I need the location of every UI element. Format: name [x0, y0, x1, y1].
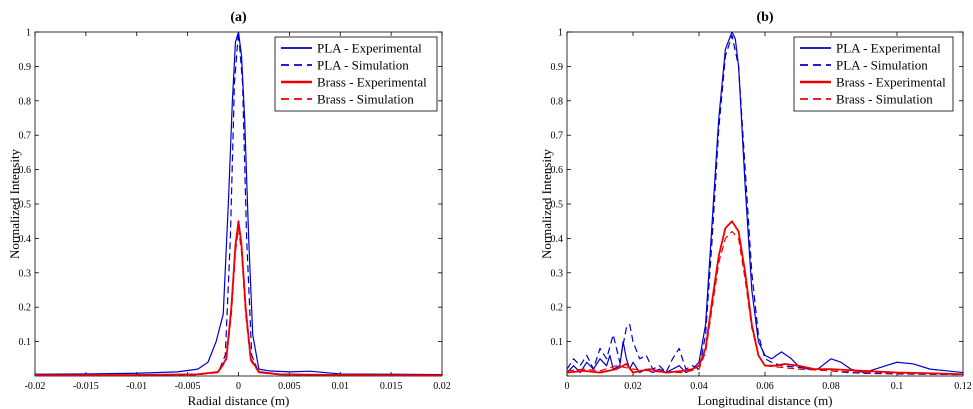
chart-title: (a): [230, 10, 247, 25]
y-tick-label: 0.1: [19, 337, 32, 348]
axis-ticks: -0.02 -0.015 -0.01 -0.005 0 0.005 0.01 0.015 0.0…: [19, 28, 451, 393]
series-lines: [566, 31, 964, 376]
y-axis-label: Normalized Intensity: [539, 148, 554, 259]
x-tick-label: 0.01: [332, 381, 350, 392]
x-tick-label: 0.1: [891, 381, 904, 392]
x-tick-label: 0: [565, 381, 570, 392]
panel-b: 0 0.02 0.04 0.06 0.08 0.1 0.12 0.1 0.2 0.3 0.4 0.5 0…: [539, 10, 972, 408]
x-tick-label: -0.02: [25, 381, 46, 392]
y-tick-label: 0.4: [551, 234, 564, 245]
y-tick-label: 0.8: [551, 96, 564, 107]
series-line-1: [34, 31, 443, 376]
y-tick-label: 0.2: [551, 303, 564, 314]
x-tick-label: 0.02: [624, 381, 642, 392]
legend-label: PLA - Experimental: [836, 41, 941, 56]
y-tick-label: 1: [558, 28, 563, 39]
x-tick-label: -0.005: [175, 381, 201, 392]
chart-title: (b): [756, 10, 773, 25]
y-tick-label: 1: [26, 28, 31, 39]
y-axis-label: Normalized Intensity: [7, 148, 22, 259]
panel-a: -0.02 -0.015 -0.01 -0.005 0 0.005 0.01 0.015 0.0…: [7, 10, 451, 408]
x-tick-label: 0.06: [756, 381, 774, 392]
x-tick-label: -0.01: [126, 381, 147, 392]
axis-ticks: 0 0.02 0.04 0.06 0.08 0.1 0.12 0.1 0.2 0.3 0.4 0.5 0…: [551, 28, 972, 393]
x-tick-label: 0.005: [278, 381, 301, 392]
x-tick-label: 0.02: [433, 381, 451, 392]
series-line-4: [566, 230, 964, 375]
x-tick-label: 0.08: [822, 381, 840, 392]
y-tick-label: 0.7: [19, 131, 32, 142]
x-tick-label: 0.04: [690, 381, 708, 392]
legend-label: Brass - Experimental: [317, 75, 427, 90]
y-tick-label: 0.6: [551, 165, 564, 176]
y-tick-label: 0.3: [19, 268, 32, 279]
x-tick-label: -0.015: [73, 381, 99, 392]
x-tick-label: 0.12: [954, 381, 972, 392]
y-tick-label: 0.6: [19, 165, 32, 176]
legend: PLA - Experimental PLA - Simulation Brass …: [793, 36, 954, 112]
legend-label: PLA - Simulation: [317, 58, 409, 73]
legend-label: Brass - Simulation: [836, 92, 933, 107]
series-line-4: [34, 227, 443, 376]
y-tick-label: 0.7: [551, 131, 564, 142]
x-tick-label: 0.015: [380, 381, 403, 392]
x-axis-label: Radial distance (m): [188, 393, 290, 408]
series-line-1: [566, 31, 964, 374]
y-tick-label: 0.2: [19, 303, 32, 314]
y-tick-label: 0.8: [19, 96, 32, 107]
series-lines: [34, 31, 443, 377]
y-tick-label: 0.5: [19, 200, 32, 211]
y-tick-label: 0.5: [551, 200, 564, 211]
y-tick-label: 0.9: [551, 62, 564, 73]
x-tick-label: 0: [236, 381, 241, 392]
y-tick-label: 0.4: [19, 234, 32, 245]
legend-label: PLA - Simulation: [836, 58, 928, 73]
x-axis-label: Longitudinal distance (m): [697, 393, 832, 408]
legend: PLA - Experimental PLA - Simulation Brass …: [274, 36, 438, 112]
legend-label: Brass - Simulation: [317, 92, 414, 107]
y-tick-label: 0.3: [551, 268, 564, 279]
legend-label: Brass - Experimental: [836, 75, 946, 90]
y-tick-label: 0.9: [19, 62, 32, 73]
legend-label: PLA - Experimental: [317, 41, 422, 56]
y-tick-label: 0.1: [551, 337, 564, 348]
series-line-3: [566, 220, 964, 376]
